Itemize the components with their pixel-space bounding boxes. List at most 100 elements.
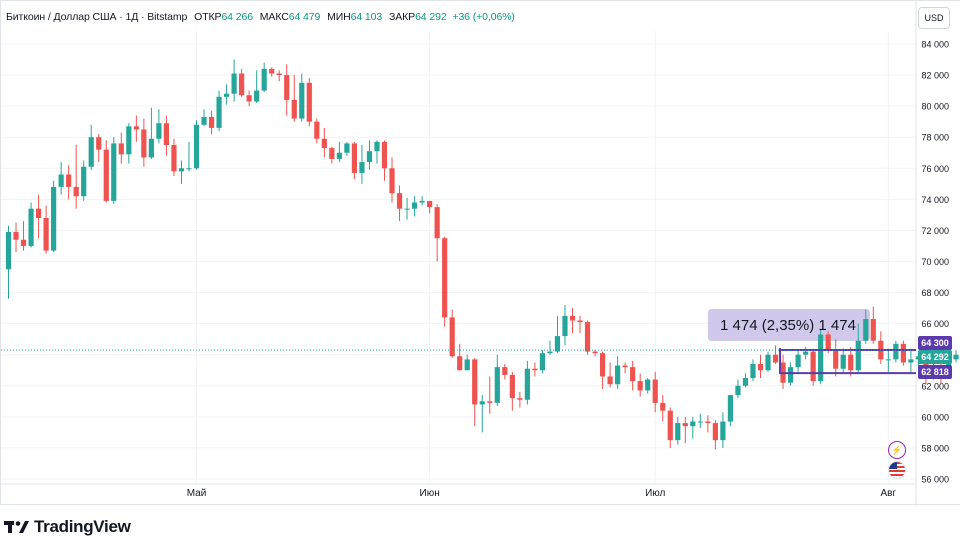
tradingview-brand: TradingView [34,517,131,536]
candle-body [43,218,49,251]
candle-body [893,343,899,360]
candle-body [675,423,681,441]
y-tick-label: 84 000 [921,40,949,50]
candle-body [735,385,741,396]
candle-body [517,398,523,400]
candle-body [863,318,869,341]
candle-body [284,75,290,100]
candle-body [472,359,478,405]
candle-body [584,322,591,352]
tradingview-footer[interactable]: TradingView [4,517,131,537]
candle-body [682,423,688,427]
close-label: ЗАКР [388,11,416,23]
candle-body [509,374,515,399]
candle-body [306,82,312,122]
candle-body [404,208,410,210]
candle-body [577,320,583,323]
low-value: 64 103 [350,11,383,23]
candle-body [156,123,162,139]
candle-body [58,174,64,187]
candle-body [133,126,139,130]
candle-body [276,73,282,76]
candle-body [742,378,749,386]
candle-body [547,351,553,354]
candle-body [599,353,606,377]
tradingview-logo-icon [4,521,29,533]
candle-body [178,168,185,172]
candle-body [908,359,914,363]
candle-body [803,351,809,355]
candle-body [148,138,154,158]
candle-body [855,340,861,371]
candle-body [487,401,493,403]
y-tick-label: 60 000 [921,412,949,422]
candle-body [833,350,839,369]
candle-body [569,315,576,321]
candle-body [870,318,876,341]
candle-body [396,193,403,209]
candle-body [885,359,891,361]
candle-body [953,354,959,360]
measure-bottom-price-badge: 62 818 [918,365,952,380]
measure-label: 1 474 (2,35%) 1 474 [720,317,856,334]
candle-body [216,96,222,128]
chart-header: Биткоин / Доллар США · 1Д · Bitstamp ОТК… [6,11,515,23]
candle-body [637,381,643,391]
candle-body [592,351,598,354]
y-tick-label: 80 000 [921,102,949,112]
candle-body [336,152,342,159]
candle-body [825,334,831,351]
candle-body [427,200,433,208]
currency-button[interactable]: USD [918,7,950,29]
candle-body [502,367,508,375]
candle-body [103,149,109,201]
y-tick-label: 58 000 [921,443,949,453]
low-label: МИН [327,11,351,23]
candle-body [231,73,237,94]
candle-body [261,68,267,91]
candle-body [299,82,305,119]
candle-body [554,336,561,352]
candle-body [88,137,94,167]
flag-usa-icon[interactable] [888,461,906,479]
x-tick-label: Июн [420,488,440,499]
candle-body [254,90,260,102]
y-tick-label: 82 000 [921,71,949,81]
candle-body [494,367,500,403]
candle-body [186,168,192,170]
candle-body [314,121,320,139]
candle-body [750,364,756,379]
measure-label-box [708,309,870,341]
candle-body [5,231,12,270]
candle-body [660,402,666,411]
candle-body [381,141,388,169]
y-tick-label: 68 000 [921,288,949,298]
candle-body [712,423,718,441]
candle-body [51,186,57,251]
y-tick-label: 72 000 [921,226,949,236]
candle-body [223,93,230,97]
candle-body [442,238,448,318]
last-price-badge: 64 292 [918,350,952,365]
candle-body [645,379,651,391]
candle-body [269,68,275,74]
candle-body [321,138,327,149]
candle-body [697,421,703,423]
candle-body [246,95,252,102]
high-label: МАКС [259,11,289,23]
candle-body [457,356,463,371]
lightning-icon[interactable]: ⚡ [888,441,906,459]
candle-body [479,401,485,405]
candle-body [772,354,779,363]
y-tick-label: 56 000 [921,475,949,485]
candle-body [810,351,816,382]
x-tick-label: Май [187,488,207,499]
candle-body [787,367,794,383]
candle-body [705,421,711,424]
candle-body [690,421,696,427]
open-label: ОТКР [194,11,222,23]
candle-body [411,202,418,209]
candle-body [20,239,27,246]
